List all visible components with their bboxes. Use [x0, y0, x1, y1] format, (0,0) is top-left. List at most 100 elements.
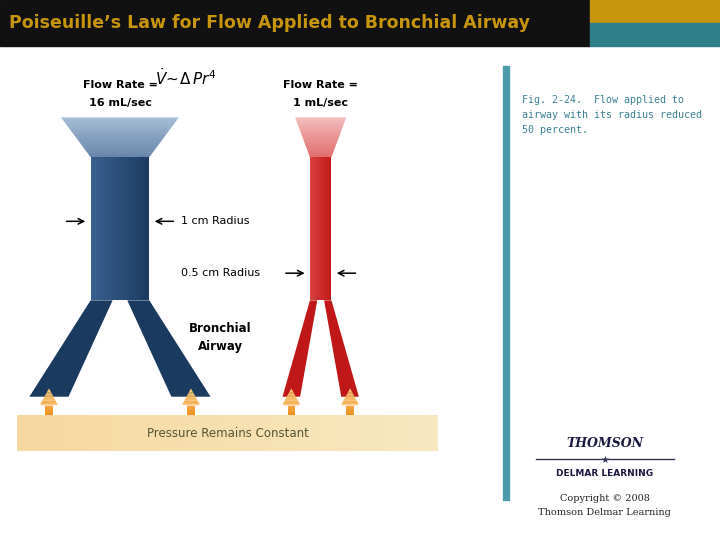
Bar — [103, 157, 104, 300]
Polygon shape — [85, 149, 156, 150]
Polygon shape — [42, 401, 56, 402]
Bar — [0, 0, 590, 46]
Polygon shape — [71, 131, 168, 132]
Polygon shape — [45, 414, 53, 415]
Text: Fig. 2-24.  Flow applied to
airway with its radius reduced
50 percent.: Fig. 2-24. Flow applied to airway with i… — [522, 95, 702, 135]
Bar — [116, 157, 117, 300]
Bar — [110, 157, 111, 300]
Polygon shape — [87, 152, 153, 153]
Polygon shape — [346, 413, 354, 414]
Polygon shape — [299, 128, 342, 129]
Polygon shape — [45, 413, 53, 414]
Polygon shape — [84, 147, 157, 148]
Polygon shape — [188, 393, 194, 394]
Bar — [122, 415, 133, 451]
Text: 1 cm Radius: 1 cm Radius — [181, 217, 250, 226]
Polygon shape — [305, 144, 336, 145]
Polygon shape — [307, 151, 333, 152]
Polygon shape — [187, 409, 194, 410]
Bar — [127, 157, 129, 300]
Polygon shape — [302, 136, 339, 137]
Bar — [590, 23, 720, 46]
Polygon shape — [183, 402, 199, 403]
Polygon shape — [84, 148, 156, 149]
Polygon shape — [346, 414, 354, 415]
Polygon shape — [72, 132, 168, 133]
Bar — [115, 157, 116, 300]
Polygon shape — [63, 121, 176, 122]
Polygon shape — [40, 403, 58, 404]
Bar — [148, 157, 149, 300]
Polygon shape — [89, 155, 150, 156]
Polygon shape — [45, 394, 53, 395]
Polygon shape — [284, 401, 299, 402]
Polygon shape — [282, 403, 300, 404]
Polygon shape — [288, 406, 295, 407]
Polygon shape — [282, 300, 318, 397]
Bar — [291, 415, 302, 451]
Polygon shape — [287, 395, 296, 396]
Polygon shape — [297, 123, 344, 124]
Polygon shape — [86, 151, 154, 152]
Bar — [112, 157, 113, 300]
Polygon shape — [187, 413, 194, 414]
Bar — [164, 415, 175, 451]
Bar — [117, 157, 118, 300]
Polygon shape — [48, 390, 50, 391]
Polygon shape — [187, 410, 194, 411]
Bar — [102, 415, 112, 451]
Bar — [270, 415, 280, 451]
Polygon shape — [30, 300, 112, 397]
Bar — [49, 415, 59, 451]
Bar — [132, 157, 134, 300]
Bar — [130, 157, 131, 300]
Polygon shape — [284, 399, 298, 401]
Polygon shape — [298, 125, 343, 126]
Bar — [145, 157, 146, 300]
Bar — [38, 415, 49, 451]
Bar — [407, 415, 417, 451]
Polygon shape — [77, 139, 163, 140]
Text: 16 mL/sec: 16 mL/sec — [89, 98, 151, 107]
Text: Bronchial
Airway: Bronchial Airway — [189, 322, 251, 353]
Bar — [142, 157, 143, 300]
Polygon shape — [288, 394, 295, 395]
Polygon shape — [286, 396, 297, 398]
Polygon shape — [296, 120, 345, 121]
Bar — [138, 157, 140, 300]
Polygon shape — [44, 396, 54, 398]
Bar — [196, 415, 207, 451]
Bar — [94, 157, 96, 300]
Polygon shape — [299, 127, 343, 128]
Polygon shape — [348, 391, 352, 393]
Polygon shape — [45, 395, 53, 396]
Bar — [120, 157, 121, 300]
Polygon shape — [347, 393, 353, 394]
Bar — [107, 157, 108, 300]
Polygon shape — [187, 406, 194, 407]
Bar — [280, 415, 291, 451]
Polygon shape — [345, 396, 355, 398]
Polygon shape — [68, 126, 172, 127]
Text: Flow Rate =: Flow Rate = — [283, 80, 358, 90]
Polygon shape — [343, 399, 356, 401]
Bar — [186, 415, 196, 451]
Bar — [228, 415, 238, 451]
Bar — [364, 415, 375, 451]
Bar — [217, 415, 228, 451]
Polygon shape — [301, 132, 341, 133]
Polygon shape — [63, 120, 176, 121]
Bar — [104, 157, 105, 300]
Polygon shape — [349, 388, 351, 390]
Bar — [428, 415, 438, 451]
Polygon shape — [185, 398, 197, 399]
Polygon shape — [76, 137, 164, 138]
Bar — [105, 157, 107, 300]
Bar — [111, 157, 112, 300]
Bar — [121, 157, 122, 300]
Polygon shape — [288, 410, 295, 411]
Bar — [146, 157, 148, 300]
Polygon shape — [302, 134, 340, 136]
Bar — [343, 415, 354, 451]
Bar — [131, 157, 132, 300]
